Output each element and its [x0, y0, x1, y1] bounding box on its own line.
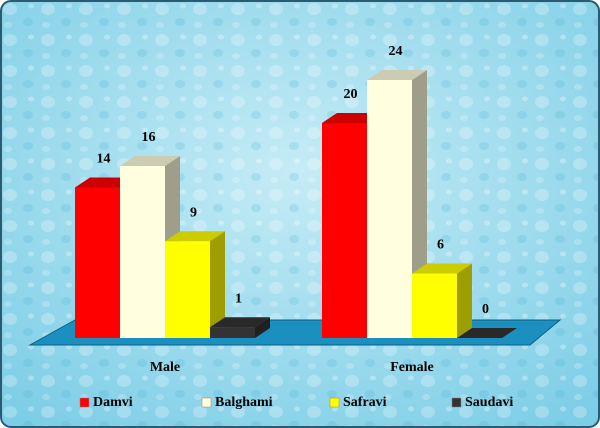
data-label: 20: [344, 87, 358, 102]
bar-top: [367, 70, 427, 80]
bar-top: [412, 263, 472, 274]
bar-side: [210, 231, 225, 338]
bar: [210, 327, 255, 338]
legend-marker: [79, 397, 90, 408]
data-label: 6: [437, 238, 444, 253]
legend-marker: [201, 397, 212, 408]
bar: [322, 123, 367, 338]
bar: [165, 241, 210, 338]
bar-top: [165, 231, 225, 242]
bar-top: [120, 156, 180, 166]
legend-label: Saudavi: [465, 395, 513, 410]
legend-marker: [329, 397, 340, 408]
legend-label: Damvi: [93, 395, 133, 410]
data-label: 0: [482, 302, 489, 317]
legend-label: Balghami: [215, 395, 273, 410]
category-label: Male: [150, 360, 180, 375]
bar-side: [255, 317, 270, 338]
bar: [412, 273, 457, 338]
data-label: 16: [142, 130, 156, 145]
data-label: 24: [389, 44, 403, 59]
bar-side: [457, 263, 472, 338]
bar-top: [457, 328, 517, 338]
legend-marker: [451, 397, 462, 408]
data-label: 9: [190, 205, 197, 220]
bar: [120, 166, 165, 338]
data-label: 14: [97, 152, 111, 167]
bar: [367, 80, 412, 338]
data-label: 1: [235, 291, 242, 306]
bar: [75, 187, 120, 338]
legend-label: Safravi: [343, 395, 387, 410]
category-label: Female: [390, 360, 434, 375]
bar-top: [210, 317, 270, 328]
